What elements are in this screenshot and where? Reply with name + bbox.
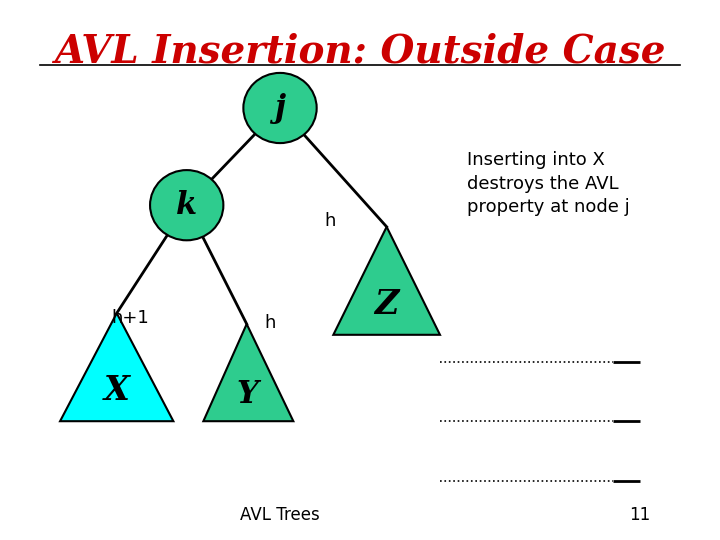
Text: Z: Z (374, 288, 399, 321)
Text: 11: 11 (629, 506, 651, 524)
Text: X: X (104, 374, 130, 407)
Polygon shape (203, 324, 293, 421)
Text: h+1: h+1 (111, 309, 149, 327)
Text: j: j (274, 92, 286, 124)
Polygon shape (60, 313, 174, 421)
Text: h: h (264, 314, 276, 332)
Text: AVL Trees: AVL Trees (240, 506, 320, 524)
Ellipse shape (243, 73, 317, 143)
Polygon shape (333, 227, 440, 335)
Text: k: k (176, 190, 197, 221)
Text: Y: Y (237, 379, 258, 410)
Text: AVL Insertion: Outside Case: AVL Insertion: Outside Case (54, 32, 666, 70)
Ellipse shape (150, 170, 223, 240)
Text: h: h (324, 212, 336, 230)
Text: Inserting into X
destroys the AVL
property at node j: Inserting into X destroys the AVL proper… (467, 151, 629, 217)
